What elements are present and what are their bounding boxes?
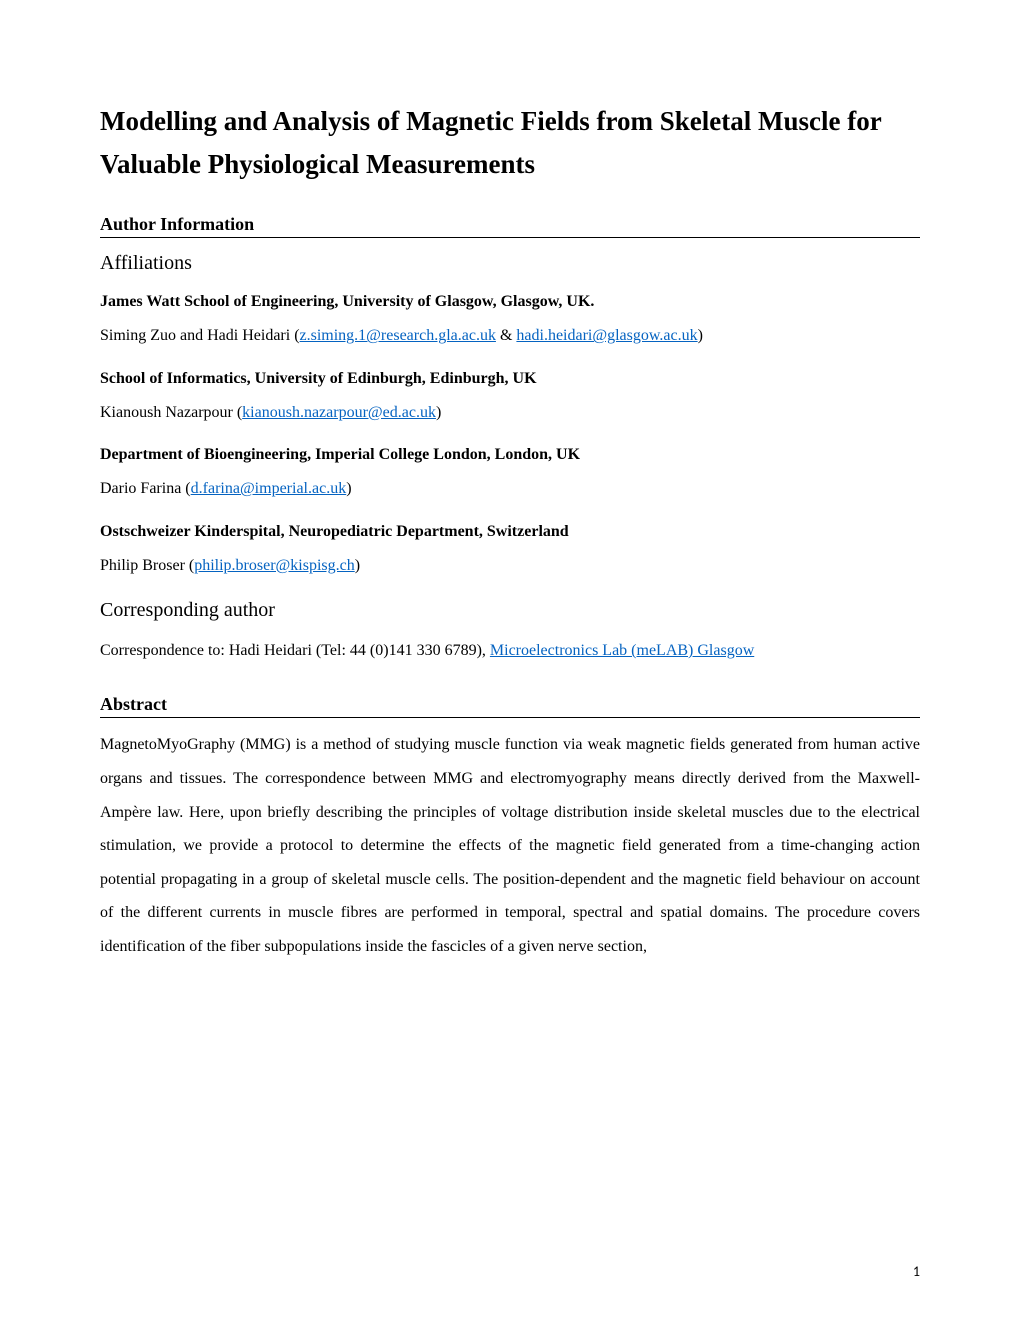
people-suffix: ) — [436, 404, 441, 421]
affiliation-block: Ostschweizer Kinderspital, Neuropediatri… — [100, 523, 920, 577]
email-link[interactable]: z.siming.1@research.gla.ac.uk — [300, 327, 496, 344]
people-prefix: Dario Farina ( — [100, 480, 191, 497]
abstract-heading: Abstract — [100, 694, 920, 718]
corresponding-author-section: Corresponding author Correspondence to: … — [100, 599, 920, 662]
affiliation-people: Dario Farina (d.farina@imperial.ac.uk) — [100, 478, 920, 500]
affiliation-people: Kianoush Nazarpour (kianoush.nazarpour@e… — [100, 402, 920, 424]
page-number: 1 — [913, 1263, 920, 1280]
email-link[interactable]: d.farina@imperial.ac.uk — [191, 480, 347, 497]
people-prefix: Siming Zuo and Hadi Heidari ( — [100, 327, 300, 344]
people-prefix: Philip Broser ( — [100, 557, 194, 574]
abstract-body: MagnetoMyoGraphy (MMG) is a method of st… — [100, 728, 920, 963]
affiliation-block: Department of Bioengineering, Imperial C… — [100, 446, 920, 500]
people-suffix: ) — [355, 557, 360, 574]
affiliation-block: School of Informatics, University of Edi… — [100, 370, 920, 424]
corresponding-prefix: Correspondence to: Hadi Heidari (Tel: 44… — [100, 642, 490, 659]
paper-title: Modelling and Analysis of Magnetic Field… — [100, 100, 920, 186]
affiliation-institution: James Watt School of Engineering, Univer… — [100, 293, 920, 311]
affiliation-institution: School of Informatics, University of Edi… — [100, 370, 920, 388]
people-prefix: Kianoush Nazarpour ( — [100, 404, 242, 421]
people-suffix: ) — [346, 480, 351, 497]
people-suffix: ) — [698, 327, 703, 344]
email-link[interactable]: philip.broser@kispisg.ch — [194, 557, 355, 574]
author-info-heading: Author Information — [100, 214, 920, 238]
affiliation-people: Siming Zuo and Hadi Heidari (z.siming.1@… — [100, 325, 920, 347]
corresponding-author-text: Correspondence to: Hadi Heidari (Tel: 44… — [100, 640, 920, 662]
people-joiner: & — [496, 327, 516, 344]
affiliations-heading: Affiliations — [100, 252, 920, 275]
corresponding-author-heading: Corresponding author — [100, 599, 920, 622]
affiliation-people: Philip Broser (philip.broser@kispisg.ch) — [100, 555, 920, 577]
lab-link[interactable]: Microelectronics Lab (meLAB) Glasgow — [490, 642, 754, 659]
email-link[interactable]: hadi.heidari@glasgow.ac.uk — [516, 327, 697, 344]
email-link[interactable]: kianoush.nazarpour@ed.ac.uk — [242, 404, 436, 421]
affiliation-block: James Watt School of Engineering, Univer… — [100, 293, 920, 347]
affiliation-institution: Department of Bioengineering, Imperial C… — [100, 446, 920, 464]
affiliation-institution: Ostschweizer Kinderspital, Neuropediatri… — [100, 523, 920, 541]
